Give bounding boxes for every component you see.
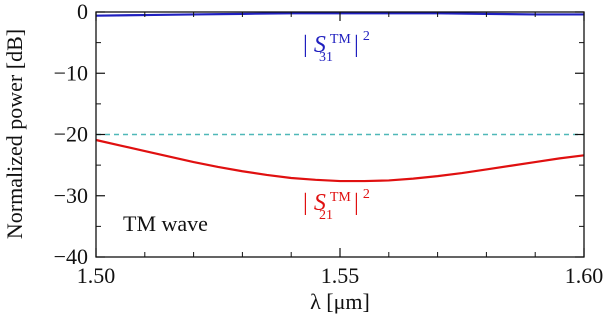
- x-tick-label: 1.55: [321, 263, 360, 288]
- x-tick-label: 1.60: [565, 263, 604, 288]
- y-tick-label: 0: [77, 0, 88, 24]
- y-tick-label: −40: [54, 244, 88, 269]
- x-axis-title: λ [μm]: [310, 289, 370, 314]
- y-tick-label: −30: [54, 183, 88, 208]
- s21-label: | S TM 21 | 2: [303, 187, 370, 223]
- series-line-s21: [96, 140, 584, 181]
- wave-label: TM wave: [123, 211, 208, 236]
- s31-label: | S TM 31 | 2: [303, 29, 370, 65]
- y-tick-label: −20: [54, 122, 88, 147]
- y-tick-label: −10: [54, 60, 88, 85]
- y-axis-title: Normalized power [dB]: [2, 29, 27, 239]
